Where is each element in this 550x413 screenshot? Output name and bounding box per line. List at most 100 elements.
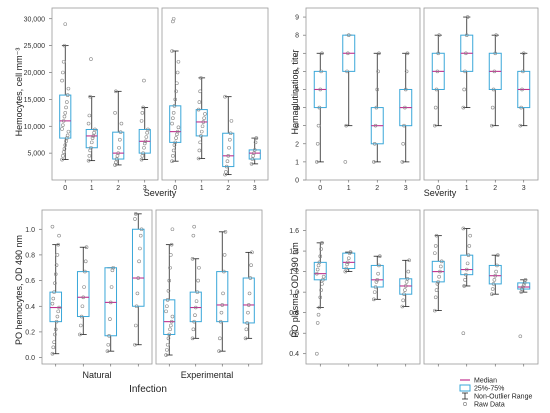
hemocytes-g1-box1-point-9: [196, 107, 201, 112]
hemocytes-g0-box0-point-14: [64, 105, 68, 110]
po-plasma-g1-box3-point-0: [518, 334, 523, 339]
hemocytes-g1-box1-point-11: [198, 89, 202, 94]
hemocytes-g1-box3-point-0: [249, 162, 254, 166]
hemocytes-g1-box1-point-12: [199, 76, 203, 80]
hemocytes-ytick-label-2: 15,000: [24, 97, 46, 104]
hemagglutination-g0-box2-xtick-label: 2: [375, 185, 379, 192]
po-plasma-g0-box0-iqr: [313, 261, 327, 281]
hemagglutination-chart: 0 1 2 3 4 5 6 7 8 9 0 1 2 3 0 1 2 3: [295, 7, 539, 192]
hemocytes-g1-box1-iqr: [195, 109, 208, 137]
hemocytes-g0-box3-point-6: [144, 135, 149, 139]
po-hemocytes-g1-box2-point-7: [222, 253, 227, 257]
po-plasma-g1-box2-point-5: [494, 269, 498, 274]
po-hemocytes-g0-box0-point-12: [53, 281, 57, 285]
po-hemocytes-g1-box1-point-11: [192, 224, 196, 229]
hemagglutination-ytick-label-5: 5: [295, 87, 299, 94]
hemagglutination-g1-box0-xtick-label: 0: [436, 185, 440, 192]
hemocytes-g0-box2-point-5: [117, 145, 121, 150]
po-plasma-g0-box0-point-13: [318, 254, 323, 259]
po-plasma-g0-box0-point-2: [316, 312, 321, 317]
po-plasma-ytick-label-2: 0.8: [289, 310, 299, 317]
hemocytes-g0-box1-point-6: [91, 134, 96, 138]
legend: Median 25%-75% Non-Outlier Range Raw Dat…: [459, 378, 532, 409]
hemocytes-g0-box0-point-9: [60, 127, 64, 131]
po-hemocytes-g0-box1-point-3: [80, 304, 85, 309]
hemocytes-g1-box0-iqr: [169, 105, 182, 143]
po-plasma-g1-box3-point-2: [520, 287, 524, 291]
hemocytes-g1-box2-point-5: [227, 145, 231, 150]
hemagglutination-g0-box3-point-5: [404, 69, 409, 74]
hemocytes-g1-box0-point-15: [175, 81, 179, 86]
po-hemocytes-g1-box0-point-14: [168, 265, 172, 270]
po-plasma-g0-box3-point-0: [400, 304, 405, 309]
po-plasma-g1-box1-point-9: [461, 226, 466, 231]
po-hemocytes-g0-box2-point-2: [107, 333, 111, 338]
po-plasma-g1-box0-point-8: [439, 259, 444, 264]
hemocytes-g0-box0-point-11: [61, 119, 66, 123]
hemagglutination-g1-box0-point-2: [434, 87, 439, 92]
hemocytes-ytick-label-4: 25,000: [24, 43, 46, 50]
hemagglutination-g0-box0-xtick-label: 0: [318, 185, 322, 192]
po-plasma-g1-box0-point-10: [433, 244, 438, 248]
hemocytes-g0-box0-point-21: [62, 43, 67, 48]
legend-median: Median: [474, 378, 497, 385]
po-hemocytes-g1-box0-point-17: [170, 227, 175, 232]
po-plasma-g0-box3-point-4: [403, 284, 408, 288]
hemocytes-g0-box2-point-10: [114, 89, 118, 94]
po-hemocytes-ytick-label-0: 0.0: [25, 355, 35, 362]
po-plasma-g0-box3-point-6: [405, 276, 410, 281]
po-plasma-g1-box0-point-4: [436, 280, 441, 284]
hemagglutination-g0-box2-point-0: [372, 160, 376, 164]
po-plasma-g1-box0-point-7: [439, 264, 443, 269]
po-hemocytes-group-label-1: Experimental: [181, 370, 234, 380]
hemagglutination-ytick-label-8: 8: [295, 33, 299, 40]
hemagglutination-g1-box2-point-4: [493, 51, 498, 56]
po-plasma-ylabel: PO plasma, OD 490 nm: [290, 242, 300, 338]
po-hemocytes-g1-box2-point-6: [222, 269, 226, 274]
hemocytes-g0-box1-point-5: [90, 136, 95, 140]
po-plasma-g0-box3-point-1: [401, 298, 405, 303]
hemocytes-g0-box2-point-8: [119, 121, 124, 126]
hemocytes-g1-box3-point-6: [254, 136, 259, 140]
hemocytes-g0-box3-point-8: [146, 127, 150, 132]
hemocytes-g1-box0-point-9: [170, 121, 174, 126]
po-hemocytes-g1-box0-point-4: [167, 332, 172, 337]
hemocytes-panel-1: [161, 7, 269, 181]
po-hemocytes-g1-box0-point-3: [166, 336, 171, 341]
po-hemocytes-g1-box1-point-6: [195, 290, 200, 294]
hemocytes-g0-box3-point-3: [142, 145, 146, 150]
po-hemocytes-g1-box1-point-8: [197, 265, 201, 270]
po-hemocytes-g1-box2-point-3: [219, 310, 224, 315]
po-plasma-g1-box2-point-4: [493, 273, 498, 278]
po-plasma-ytick-label-6: 1.6: [289, 228, 299, 235]
po-hemocytes-g0-box1-point-5: [82, 285, 86, 289]
po-hemocytes-g1-box3-point-3: [246, 310, 250, 315]
hemagglutination-g0-box0-point-0: [315, 160, 319, 164]
hemocytes-g1-box0-point-5: [174, 136, 178, 140]
hemagglutination-g1-box1-point-3: [464, 51, 468, 56]
po-hemocytes-ytick-label-2: 0.4: [25, 304, 35, 311]
hemocytes-g1-box1-point-10: [197, 100, 202, 104]
po-hemocytes-g1-box3-point-0: [243, 336, 248, 341]
hemocytes-g0-box1-point-11: [88, 94, 92, 99]
po-hemocytes-g1-box2-point-1: [218, 336, 222, 341]
hemocytes-g0-box0-point-1: [61, 154, 65, 158]
hemocytes-ytick-label-3: 20,000: [24, 70, 46, 77]
po-plasma-g0-box0-point-15: [320, 241, 324, 245]
po-plasma-g1-box2-point-7: [496, 253, 500, 257]
po-hemocytes-g1-box3-point-5: [247, 291, 252, 296]
hemocytes-g0-box3-point-2: [141, 151, 145, 155]
hemocytes-g1-box1-point-6: [201, 120, 206, 124]
po-plasma-g0-box0-point-12: [317, 260, 322, 265]
po-hemocytes-g1-box2-point-5: [221, 291, 225, 296]
po-hemocytes-g0-box2-point-5: [109, 285, 114, 289]
po-hemocytes-g1-box0-point-0: [164, 353, 168, 357]
po-plasma-g1-box2-point-1: [490, 287, 495, 291]
po-plasma-ytick-label-5: 1.4: [289, 249, 299, 256]
po-hemocytes-g1-box2-point-4: [220, 303, 225, 307]
hemagglutination-g0-box2-point-3: [374, 105, 379, 110]
po-hemocytes-g1-box1-point-0: [190, 336, 195, 341]
hemocytes-g1-box0-point-11: [171, 111, 176, 115]
po-hemocytes-g0-box2-point-0: [105, 349, 110, 353]
